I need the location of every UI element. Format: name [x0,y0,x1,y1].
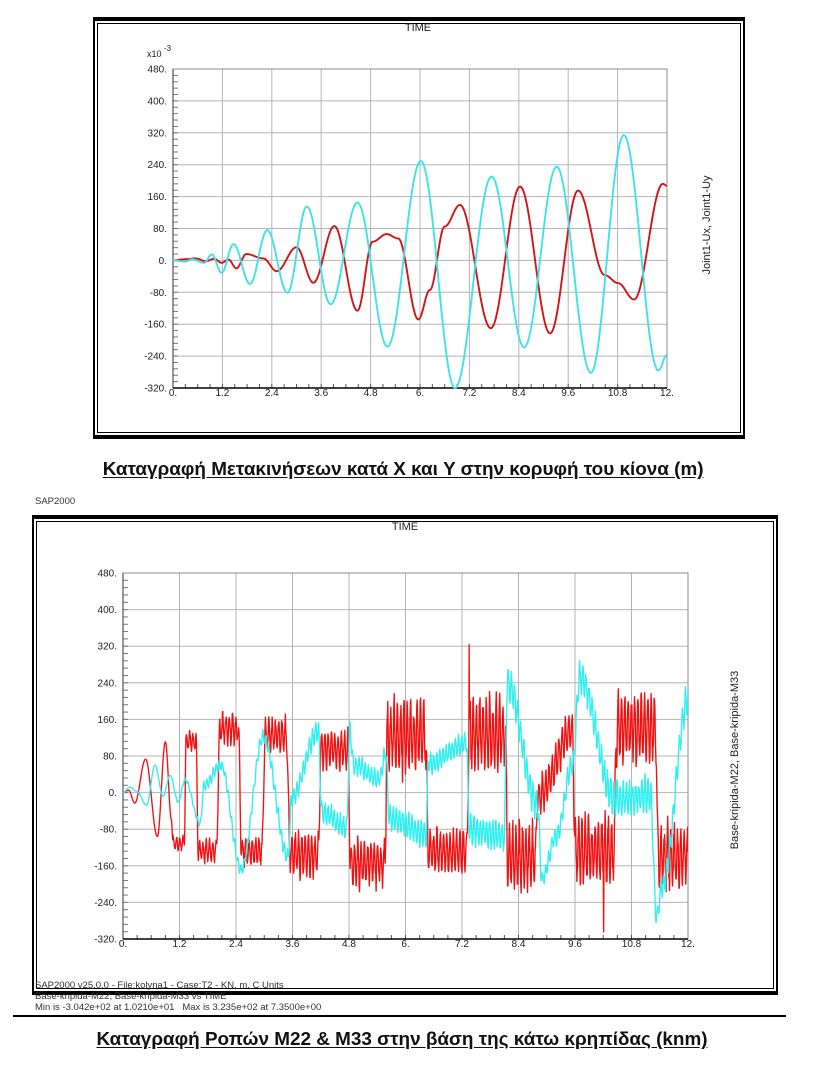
top-caption-row: Καταγραφή Μετακινήσεων κατά X και Y στην… [0,458,806,482]
footer-program-info: SAP2000 v25.0.0 - File:kolyna1 - Case:T2… [35,980,284,991]
bottom-chart-frame-inner [36,521,774,989]
footer-min-max: Min is -3.042e+02 at 1.0210e+01 Max is 3… [35,1002,322,1013]
sap2000-label: SAP2000 [35,496,76,507]
bottom-caption-row: Καταγραφή Ροπών M22 & M33 στην βάση της … [0,1028,805,1052]
top-chart-frame-inner [97,23,741,433]
section-divider [13,1015,786,1017]
top-chart-caption: Καταγραφή Μετακινήσεων κατά X και Y στην… [102,459,704,479]
bottom-chart-frame [32,515,778,995]
top-chart-frame [93,17,745,439]
footer-series-info: Base-kripida-M22, Base-kripida-M33 vs TI… [35,991,227,1002]
bottom-chart-caption: Καταγραφή Ροπών M22 & M33 στην βάση της … [96,1029,709,1049]
